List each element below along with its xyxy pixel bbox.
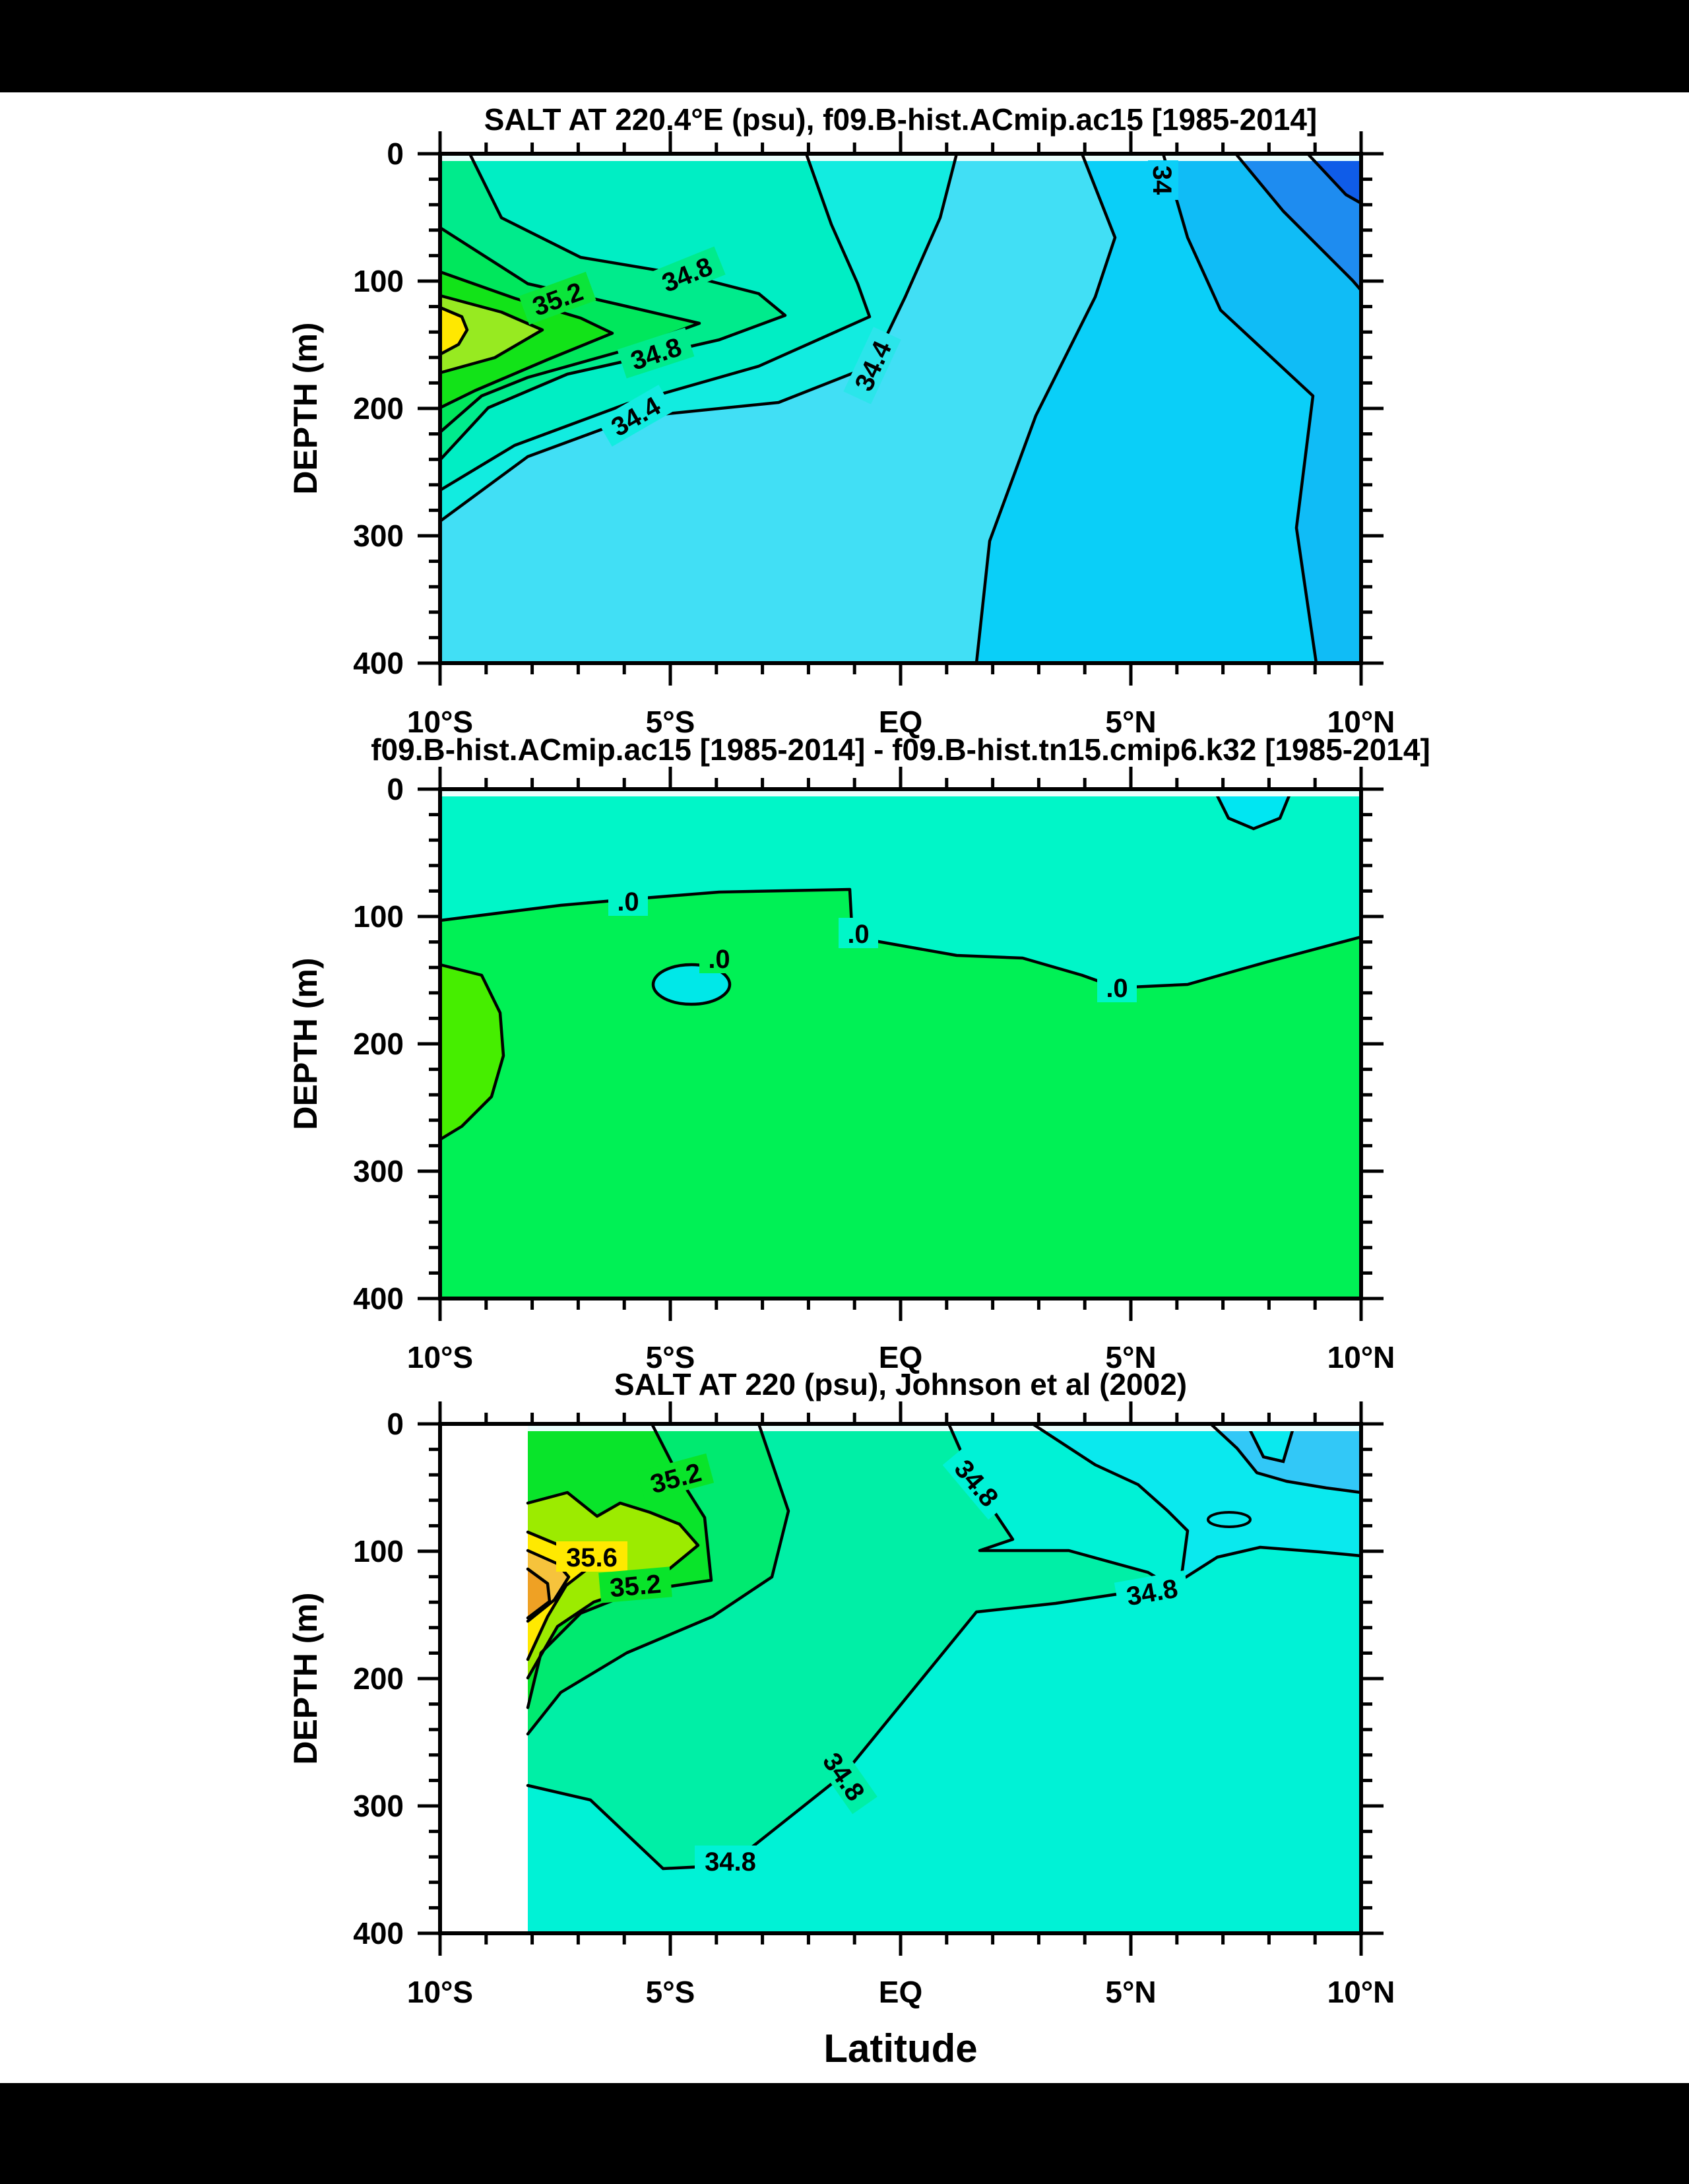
panel-difference bbox=[438, 787, 1363, 1301]
contour-line-36.0 bbox=[526, 1567, 552, 1620]
x-tick-label: EQ bbox=[879, 705, 922, 739]
x-tick-label: 10°S bbox=[407, 705, 473, 739]
contour-line-35.6 bbox=[438, 305, 469, 356]
x-tick-label: 5°S bbox=[646, 1340, 695, 1374]
x-tick-label: 10°S bbox=[407, 1340, 473, 1374]
fill-positive-blob bbox=[440, 965, 503, 1140]
contour-line-35.0 bbox=[526, 1422, 790, 1736]
contour-label-halo bbox=[942, 1445, 1012, 1520]
panel1-title: SALT AT 220.4°E (psu), f09.B-hist.ACmip.… bbox=[484, 102, 1317, 137]
contour-label-halo bbox=[608, 885, 648, 916]
y-tick-label: 100 bbox=[353, 1534, 404, 1568]
contour-line-34.0 bbox=[1161, 152, 1318, 665]
x-tick-label: 5°N bbox=[1105, 705, 1156, 739]
contour-line-34.6 bbox=[1031, 1422, 1363, 1582]
no-data-region bbox=[440, 1424, 528, 1933]
contour-label-halo bbox=[812, 1738, 877, 1815]
xlabel: Latitude bbox=[823, 2026, 977, 2071]
y-tick-label: 400 bbox=[353, 646, 404, 680]
y-tick-label: 100 bbox=[353, 264, 404, 298]
contour-label: .0 bbox=[847, 920, 869, 949]
island-lens bbox=[1207, 1511, 1252, 1528]
x-tick-label: 5°N bbox=[1105, 1975, 1156, 2009]
fill-35.6-plus bbox=[440, 307, 467, 354]
y-tick-label: 0 bbox=[387, 1407, 404, 1441]
x-tick-label: 10°S bbox=[407, 1975, 473, 2009]
y-tick-label: 300 bbox=[353, 1154, 404, 1188]
x-tick-label: EQ bbox=[879, 1340, 922, 1374]
fill-negative-oval bbox=[651, 963, 732, 1006]
panel2-title: f09.B-hist.ACmip.ac15 [1985-2014] - f09.… bbox=[371, 732, 1430, 767]
contour-line-35.4 bbox=[438, 294, 544, 375]
contour-label-halo bbox=[556, 1541, 627, 1572]
y-tick-label: 400 bbox=[353, 1281, 404, 1316]
contour-label-halo bbox=[843, 327, 901, 404]
contour-label: 35.2 bbox=[608, 1570, 662, 1603]
y-tick-label: 0 bbox=[387, 772, 404, 806]
y-tick-label: 100 bbox=[353, 899, 404, 934]
y-tick-label: 200 bbox=[353, 1661, 404, 1696]
contour-label-halo bbox=[598, 1566, 672, 1603]
y-tick-label: 200 bbox=[353, 391, 404, 426]
panel3-title: SALT AT 220 (psu), Johnson et al (2002) bbox=[614, 1367, 1187, 1401]
contour-label-halo bbox=[1148, 160, 1178, 200]
contour-label-halo bbox=[648, 246, 726, 302]
x-tick-label: 10°N bbox=[1327, 705, 1395, 739]
x-tick-label: 5°S bbox=[646, 705, 695, 739]
contour-label-halo bbox=[617, 327, 695, 379]
contour-line-34.4 bbox=[438, 152, 959, 523]
y-tick-label: 400 bbox=[353, 1916, 404, 1950]
contour-line-34.8 bbox=[438, 152, 787, 462]
x-tick-label: 5°S bbox=[646, 1975, 695, 2009]
x-tick-label: EQ bbox=[879, 1975, 922, 2009]
y-tick-label: 200 bbox=[353, 1027, 404, 1061]
surface-strip bbox=[528, 1424, 1361, 1431]
contour-label-halo bbox=[699, 943, 739, 973]
contour-label-halo bbox=[695, 1846, 766, 1876]
contour-line-35.4 bbox=[526, 1491, 700, 1680]
contour-line-35.8 bbox=[526, 1549, 571, 1623]
contour-line-34.2 bbox=[974, 152, 1117, 665]
contour-label: .0 bbox=[708, 945, 730, 974]
panel-observations bbox=[438, 1422, 1363, 1935]
contour-line-0.2 bbox=[438, 963, 505, 1141]
fill-33.8-34.0 bbox=[1163, 154, 1361, 663]
contour-label-halo bbox=[1097, 972, 1137, 1002]
panel-model bbox=[438, 152, 1363, 665]
ylabel-panel3: DEPTH (m) bbox=[287, 1592, 324, 1764]
contour-label: 34.8 bbox=[705, 1847, 756, 1877]
contour-label-halo bbox=[839, 918, 878, 948]
contour-label-halo bbox=[1114, 1570, 1190, 1613]
fill-35.4-35.6 bbox=[440, 296, 542, 373]
fill-34.2-34.4 bbox=[1211, 1424, 1361, 1493]
contour-line-34.4 bbox=[1209, 1422, 1363, 1494]
x-tick-label: 5°N bbox=[1105, 1340, 1156, 1374]
y-tick-label: 300 bbox=[353, 1789, 404, 1823]
contour-label: 35.6 bbox=[566, 1543, 618, 1572]
contour-label: .0 bbox=[617, 887, 639, 916]
ylabel-panel2: DEPTH (m) bbox=[287, 957, 324, 1130]
surface-strip bbox=[440, 154, 1361, 161]
contour-line-33.6 bbox=[1306, 152, 1363, 205]
contour-line-34.6 bbox=[438, 152, 872, 492]
contour-label: 34 bbox=[1147, 166, 1176, 195]
contour-line-35.2 bbox=[438, 270, 614, 410]
ylabel-panel1: DEPTH (m) bbox=[287, 322, 324, 494]
surface-strip bbox=[440, 789, 1361, 796]
contour-label: .0 bbox=[1106, 974, 1128, 1003]
x-tick-label: 10°N bbox=[1327, 1975, 1395, 2009]
y-tick-label: 0 bbox=[387, 137, 404, 171]
x-tick-label: 10°N bbox=[1327, 1340, 1395, 1374]
contour-label-halo bbox=[519, 271, 596, 325]
contour-label-halo bbox=[596, 385, 674, 447]
y-tick-label: 300 bbox=[353, 519, 404, 553]
contour-line-33.8 bbox=[1234, 152, 1363, 292]
contour-label-halo bbox=[637, 1453, 715, 1502]
